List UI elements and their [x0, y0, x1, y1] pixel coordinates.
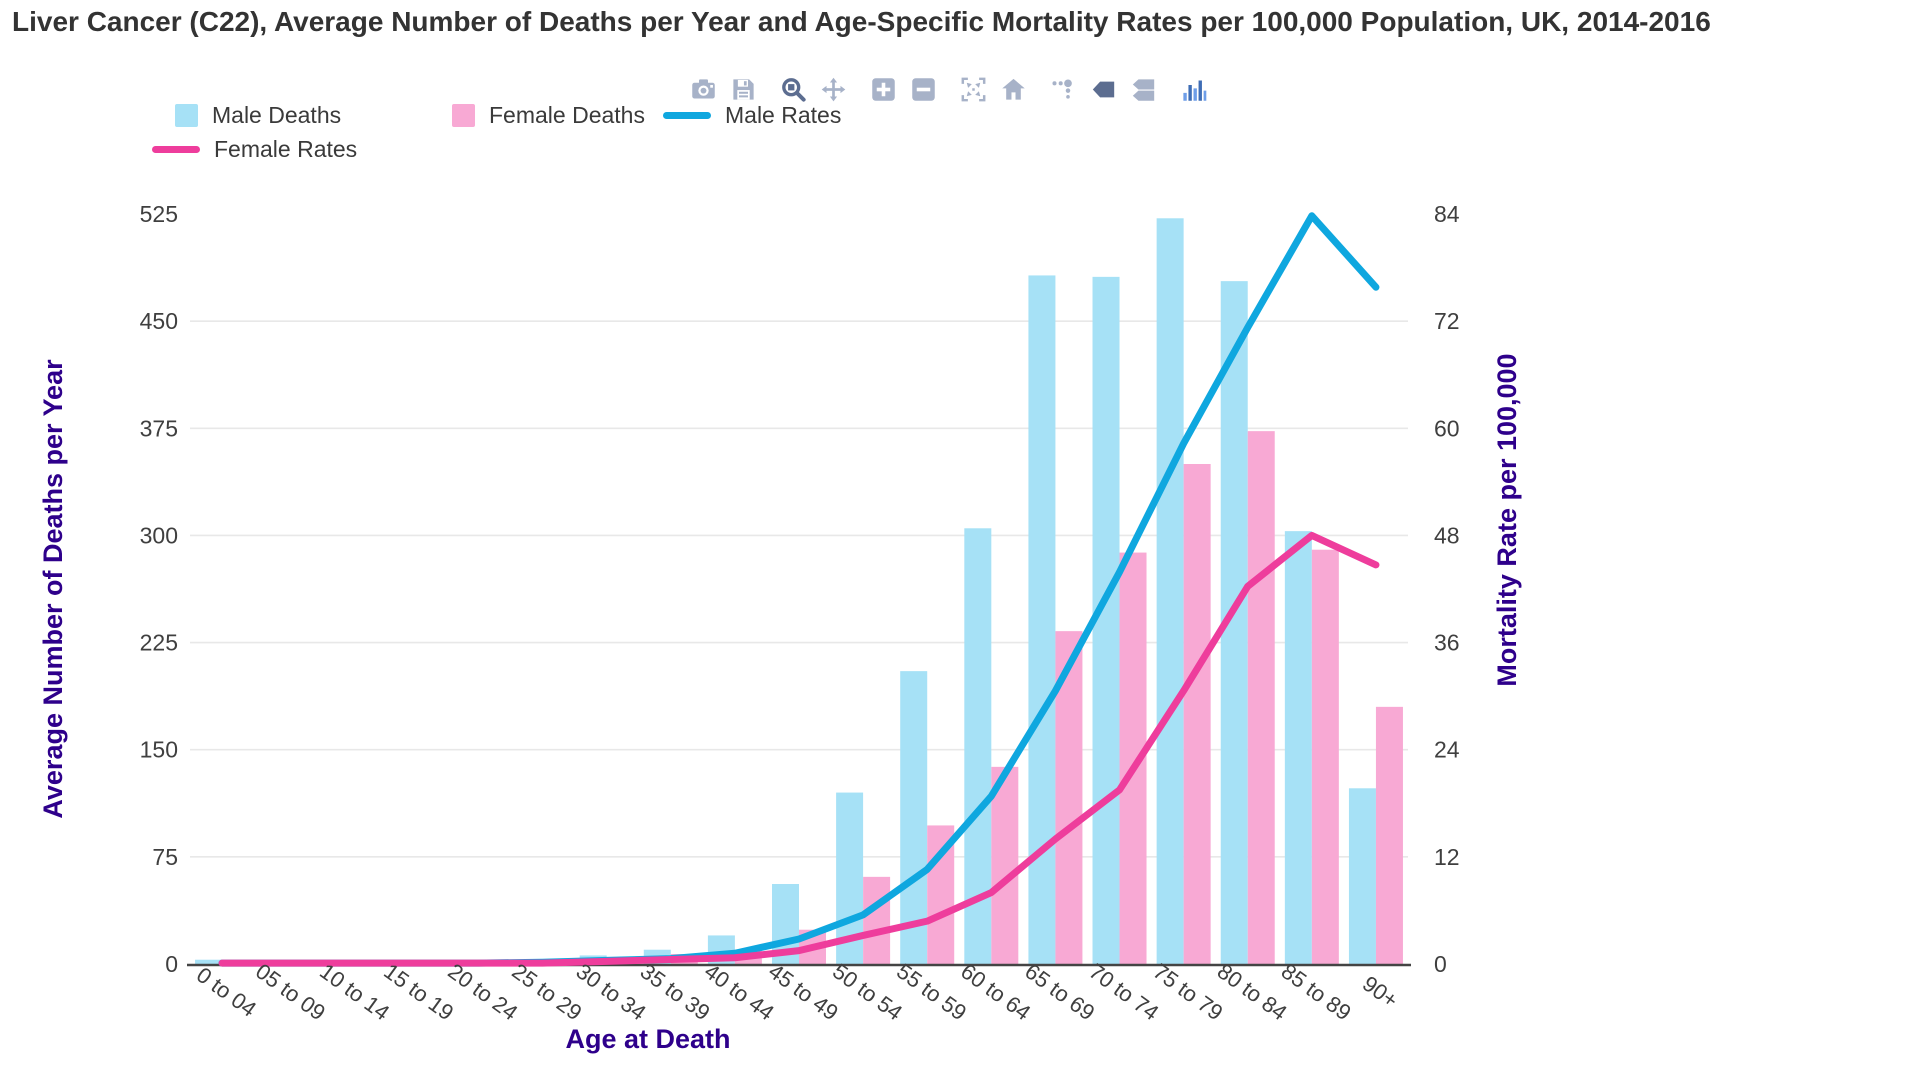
y-right-tick-label: 84 — [1434, 201, 1460, 227]
pan-icon — [821, 77, 845, 101]
y-left-tick-label: 450 — [140, 308, 178, 334]
x-tick-label: 55 to 59 — [892, 958, 971, 1025]
y-right-tick-label: 0 — [1434, 951, 1447, 977]
bar-female-deaths — [1247, 431, 1275, 965]
x-tick-label: 10 to 14 — [315, 958, 394, 1025]
chart-title: Liver Cancer (C22), Average Number of De… — [12, 6, 1711, 37]
legend-item-female-deaths[interactable]: Female Deaths — [452, 102, 645, 128]
zoom-out-button[interactable] — [903, 71, 943, 107]
home-button[interactable] — [993, 71, 1033, 107]
zoom-in-button[interactable] — [863, 71, 903, 107]
y-right-tick-label: 12 — [1434, 844, 1460, 870]
legend-item-female-rates[interactable]: Female Rates — [152, 136, 357, 162]
x-tick-label: 35 to 39 — [636, 958, 715, 1025]
legend-label: Male Rates — [725, 101, 842, 128]
zoom-icon — [781, 77, 806, 102]
male-rates-swatch-icon — [663, 111, 711, 119]
male-deaths-swatch-icon — [175, 103, 198, 127]
legend-item-male-deaths[interactable]: Male Deaths — [175, 102, 341, 128]
save-icon — [732, 78, 754, 100]
zoom-in-icon — [871, 77, 895, 101]
bar-male-deaths — [900, 671, 928, 964]
x-tick-label: 50 to 54 — [828, 958, 907, 1025]
zoom-button[interactable] — [773, 71, 813, 107]
y-right-tick-label: 72 — [1434, 308, 1460, 334]
y-left-tick-label: 75 — [152, 844, 178, 870]
bar-male-deaths — [1348, 788, 1376, 964]
hover-compare-button[interactable] — [1123, 71, 1163, 107]
x-tick-label: 30 to 34 — [572, 958, 651, 1025]
female-deaths-swatch-icon — [452, 103, 475, 127]
pan-button[interactable] — [813, 71, 853, 107]
y-left-tick-label: 0 — [165, 951, 178, 977]
x-tick-label: 40 to 44 — [700, 958, 779, 1025]
plotly-logo-button[interactable] — [1173, 71, 1213, 107]
hover-compare-icon — [1132, 78, 1154, 101]
plotly-logo-icon — [1182, 80, 1206, 101]
bar-female-deaths — [1183, 464, 1211, 964]
legend-item-male-rates[interactable]: Male Rates — [663, 102, 841, 128]
x-tick-label: 85 to 89 — [1277, 958, 1356, 1025]
female-rates-swatch-icon — [152, 145, 200, 153]
x-tick-label: 0 to 04 — [192, 962, 261, 1022]
autoscale-button[interactable] — [953, 71, 993, 107]
y-left-tick-label: 375 — [140, 415, 178, 441]
autoscale-icon — [961, 77, 985, 101]
bar-male-deaths — [195, 959, 223, 964]
spikelines-icon — [1051, 78, 1072, 99]
home-icon — [1001, 78, 1025, 100]
bar-female-deaths — [991, 766, 1019, 964]
modebar — [683, 70, 1213, 108]
bar-female-deaths — [1375, 706, 1403, 964]
x-tick-label: 60 to 64 — [956, 958, 1035, 1025]
y-right-tick-label: 48 — [1434, 522, 1460, 548]
y-left-axis-title: Average Number of Deaths per Year — [38, 359, 68, 819]
x-tick-label: 15 to 19 — [379, 958, 458, 1025]
camera-button[interactable] — [683, 71, 723, 107]
x-tick-label: 90+ — [1358, 971, 1403, 1013]
hover-closest-icon — [1092, 81, 1114, 97]
x-tick-label: 05 to 09 — [251, 958, 330, 1025]
line-female-rates — [218, 531, 1380, 967]
x-axis-title: Age at Death — [565, 1024, 730, 1054]
camera-icon — [691, 78, 715, 98]
bar-male-deaths — [1156, 218, 1184, 965]
y-left-tick-label: 525 — [140, 201, 178, 227]
y-right-axis-title: Mortality Rate per 100,000 — [1492, 353, 1522, 686]
hover-closest-button[interactable] — [1083, 71, 1123, 107]
x-tick-label: 70 to 74 — [1084, 958, 1163, 1025]
y-left-tick-label: 150 — [140, 737, 178, 763]
x-tick-label: 20 to 24 — [443, 958, 522, 1025]
bar-male-deaths — [1284, 531, 1312, 964]
y-right-tick-label: 36 — [1434, 630, 1460, 656]
x-tick-label: 45 to 49 — [764, 958, 843, 1025]
y-right-tick-label: 60 — [1434, 415, 1460, 441]
zoom-out-icon — [911, 77, 935, 101]
y-right-tick-label: 24 — [1434, 737, 1460, 763]
bar-female-deaths — [1311, 549, 1339, 964]
y-left-tick-label: 225 — [140, 630, 178, 656]
y-left-tick-label: 300 — [140, 522, 178, 548]
save-button[interactable] — [723, 71, 763, 107]
x-tick-label: 25 to 29 — [507, 958, 586, 1025]
legend-label: Female Deaths — [489, 101, 645, 128]
legend-label: Male Deaths — [212, 101, 342, 128]
bar-female-deaths — [863, 876, 891, 964]
legend-label: Female Rates — [214, 135, 358, 162]
x-tick-label: 65 to 69 — [1020, 958, 1099, 1025]
x-tick-label: 80 to 84 — [1213, 958, 1292, 1025]
x-tick-label: 75 to 79 — [1149, 958, 1228, 1025]
spikelines-button[interactable] — [1043, 71, 1083, 107]
